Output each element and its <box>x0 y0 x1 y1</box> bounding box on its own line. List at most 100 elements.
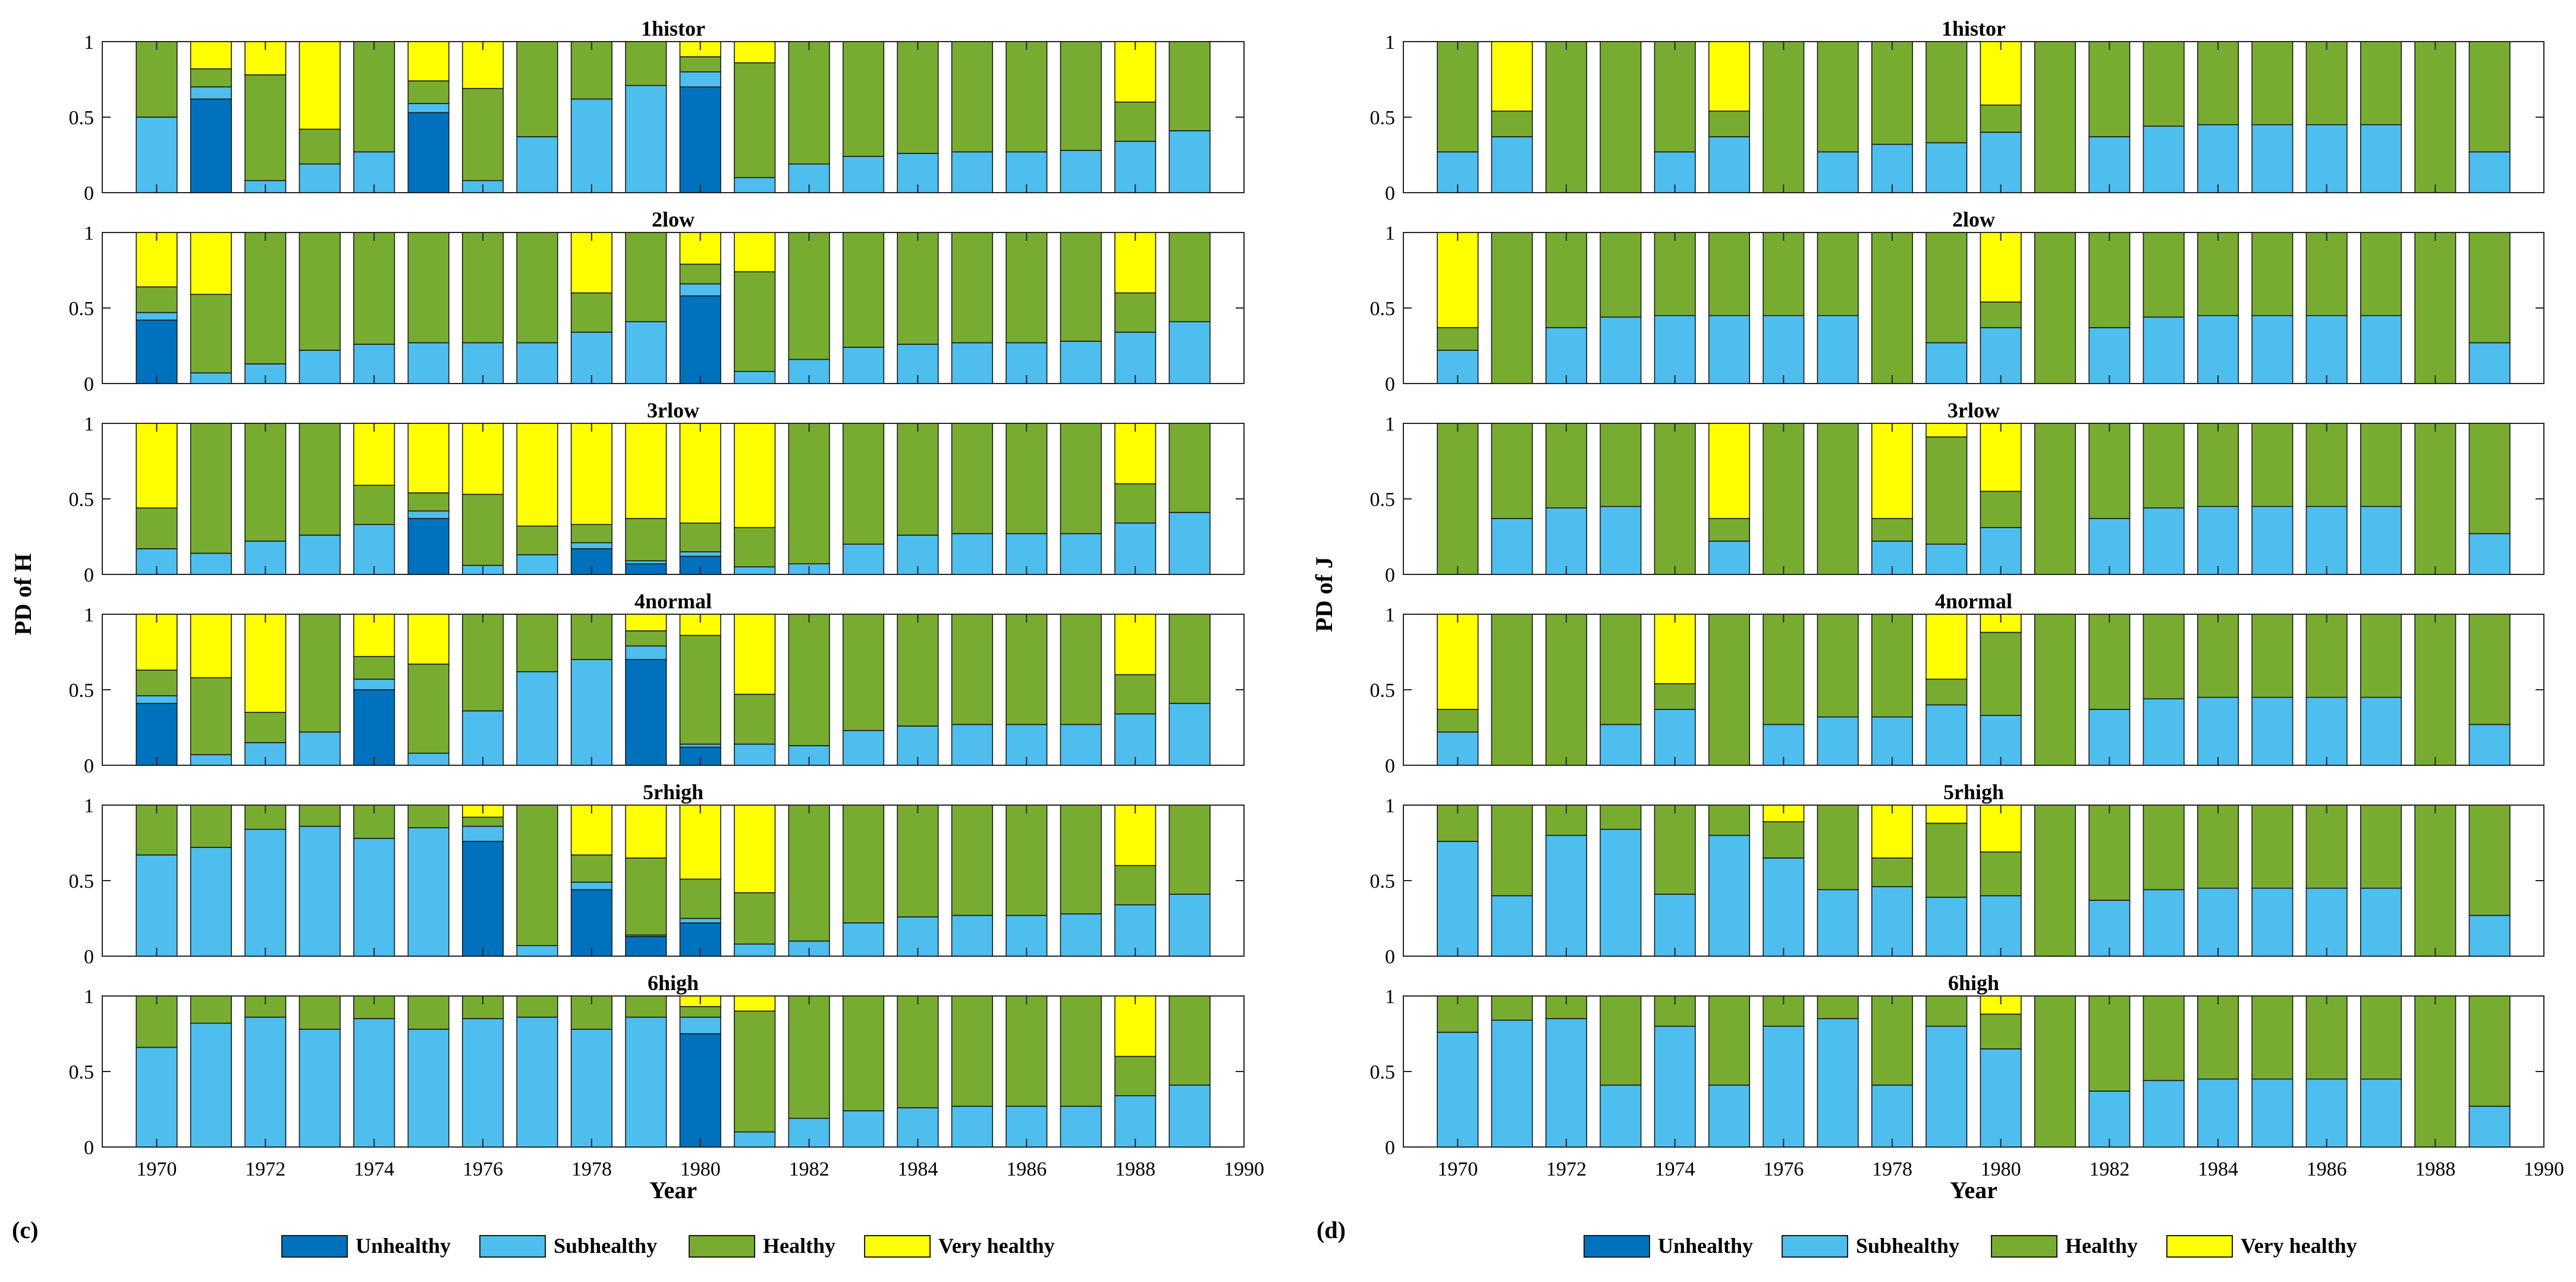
bar-segment-healthy <box>734 892 776 945</box>
bar-segment-subhealthy <box>2251 696 2294 766</box>
bar-segment-healthy <box>1871 41 1914 145</box>
bar-segment-healthy <box>1600 232 1642 318</box>
legend-label: Subhealthy <box>554 1234 657 1258</box>
bar-segment-healthy <box>2197 995 2239 1080</box>
bar-segment-healthy <box>1006 232 1048 344</box>
bar-segment-healthy <box>1168 995 1211 1086</box>
bar-segment-subhealthy <box>1763 1026 1805 1148</box>
bar-segment-healthy <box>190 677 232 756</box>
y-tick-label: 0 <box>1385 564 1395 586</box>
bar-segment-very-healthy <box>1925 614 1968 680</box>
y-tick-label: 0.5 <box>69 680 95 702</box>
bar-segment-subhealthy <box>1114 331 1157 384</box>
axes-box <box>1403 805 2544 957</box>
subplot-title: 2low <box>1952 208 1995 231</box>
bar-segment-healthy <box>679 56 721 73</box>
x-tick-label: 1972 <box>1546 1158 1587 1180</box>
bar-segment-healthy <box>244 423 287 542</box>
bar-segment-healthy <box>734 693 776 745</box>
bar-segment-healthy <box>1708 805 1751 836</box>
bar-segment-healthy <box>136 670 178 696</box>
bar-segment-healthy <box>1708 518 1751 542</box>
y-tick-label: 0 <box>1385 946 1395 968</box>
x-tick-label: 1982 <box>789 1158 830 1180</box>
bar-segment-healthy <box>2088 232 2131 328</box>
x-tick-label: 1978 <box>1872 1158 1912 1180</box>
bar-segment-very-healthy <box>1654 614 1696 684</box>
bar-segment-subhealthy <box>1980 1048 2022 1148</box>
bar-segment-subhealthy <box>1817 716 1859 766</box>
bar-segment-subhealthy <box>461 825 504 842</box>
bar-segment-subhealthy <box>570 1029 612 1148</box>
bar-segment-healthy <box>299 995 341 1030</box>
bar-segment-unhealthy <box>136 319 178 384</box>
bar-segment-healthy <box>2360 423 2402 507</box>
bar-segment-healthy <box>2414 805 2456 957</box>
legend-label: Healthy <box>763 1234 835 1258</box>
bar-segment-healthy <box>2197 423 2239 507</box>
bar-segment-healthy <box>2468 423 2511 535</box>
x-tick-label: 1974 <box>1655 1158 1695 1180</box>
bar-segment-subhealthy <box>1600 828 1642 957</box>
bar-segment-subhealthy <box>2251 505 2294 575</box>
bar-segment-very-healthy <box>136 423 178 509</box>
x-tick-label: 1984 <box>2198 1158 2238 1180</box>
bar-segment-healthy <box>1871 232 1914 384</box>
bar-segment-subhealthy <box>1925 1026 1968 1148</box>
bar-segment-very-healthy <box>190 614 232 678</box>
bar-segment-subhealthy <box>2251 887 2294 957</box>
bar-segment-very-healthy <box>625 423 667 519</box>
y-axis-label: PD of H <box>10 554 36 636</box>
bar-segment-very-healthy <box>136 614 178 671</box>
y-tick-label: 1 <box>1385 222 1395 244</box>
legend-swatch <box>1991 1235 2057 1258</box>
bar-segment-healthy <box>1006 614 1048 725</box>
bar-segment-subhealthy <box>570 98 612 193</box>
bar-segment-healthy <box>2197 41 2239 125</box>
x-axis-label: Year <box>1950 1177 1997 1204</box>
bar-segment-healthy <box>625 232 667 322</box>
axes-box <box>102 232 1245 384</box>
bar-segment-subhealthy <box>2305 315 2348 384</box>
bar-segment-subhealthy <box>1545 507 1588 575</box>
bar-segment-subhealthy <box>1060 1105 1102 1148</box>
bar-segment-subhealthy <box>1708 835 1751 957</box>
bar-segment-subhealthy <box>1654 1026 1696 1148</box>
bar-segment-healthy <box>1763 232 1805 316</box>
bar-segment-subhealthy <box>2143 1080 2185 1148</box>
bar-segment-subhealthy <box>1980 131 2022 193</box>
bar-segment-subhealthy <box>136 695 178 704</box>
bar-segment-healthy <box>734 1010 776 1133</box>
bar-segment-healthy <box>1114 292 1157 333</box>
bar-segment-healthy <box>1437 423 1479 575</box>
y-tick-label: 0.5 <box>69 489 95 511</box>
bar-segment-healthy <box>1980 631 2022 716</box>
bar-segment-healthy <box>842 232 885 348</box>
bar-segment-healthy <box>1708 111 1751 137</box>
bar-segment-subhealthy <box>407 827 450 957</box>
bar-segment-healthy <box>1491 232 1533 384</box>
subplot-title: 3rlow <box>647 398 699 422</box>
bar-segment-healthy <box>2305 805 2348 889</box>
x-tick-label: 1984 <box>897 1158 938 1180</box>
bar-segment-very-healthy <box>734 232 776 272</box>
bar-segment-subhealthy <box>1925 897 1968 957</box>
bar-segment-subhealthy <box>2088 1091 2131 1148</box>
bar-segment-healthy <box>136 41 178 118</box>
legend-swatch <box>864 1235 931 1258</box>
bar-segment-subhealthy <box>1600 316 1642 384</box>
bar-segment-subhealthy <box>2197 505 2239 575</box>
bar-segment-subhealthy <box>2088 327 2131 384</box>
y-tick-label: 0.5 <box>1370 107 1396 129</box>
bar-segment-healthy <box>407 492 450 512</box>
legend-label: Unhealthy <box>1658 1234 1753 1258</box>
bar-segment-subhealthy <box>734 566 776 575</box>
bar-segment-subhealthy <box>679 551 721 557</box>
bar-segment-subhealthy <box>2251 315 2294 384</box>
bar-segment-healthy <box>951 41 993 153</box>
bar-segment-healthy <box>1763 41 1805 193</box>
bar-segment-very-healthy <box>734 423 776 529</box>
bar-segment-healthy <box>1654 232 1696 316</box>
subplot-6high: 0 0.5 1 1970 1972 1974 1976 1978 1980 1982 1984 198… <box>69 971 1265 1180</box>
bar-segment-healthy <box>2360 232 2402 316</box>
